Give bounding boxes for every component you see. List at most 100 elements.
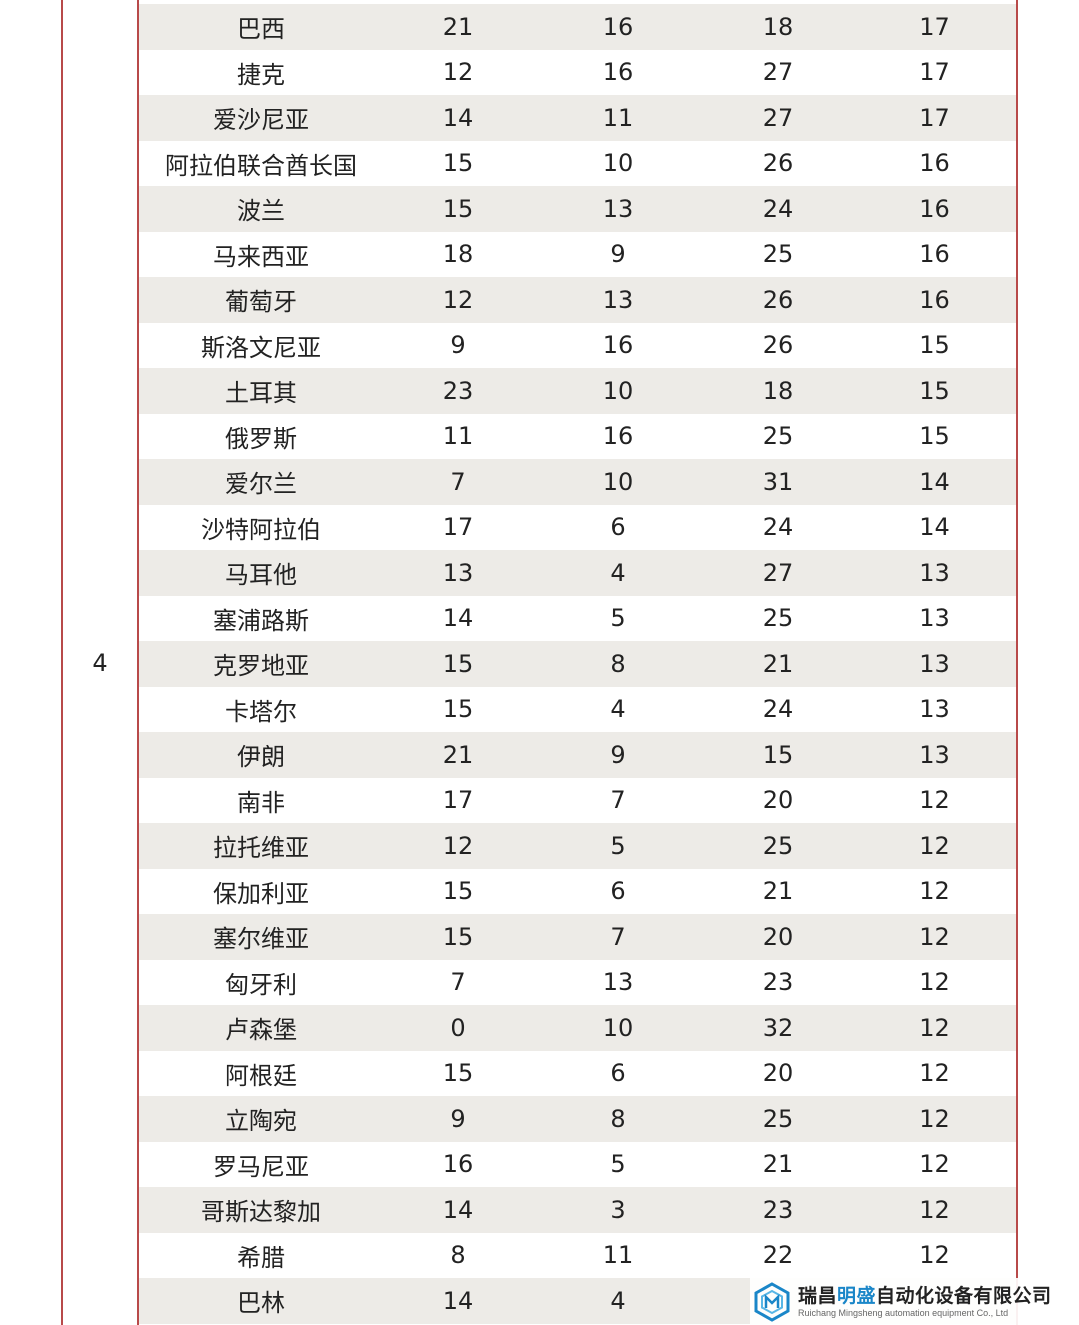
value-cell-1: 14 [442,604,474,633]
value-cell-3: 23 [762,1195,794,1224]
value-cell-4: 15 [919,376,950,405]
group-label: 4 [92,649,108,677]
table-row: 马耳他 13 4 27 13 [139,550,1016,596]
table-row: 波兰 15 13 24 16 [139,186,1016,232]
value-cell-4: 13 [919,695,950,724]
table-row: 保加利亚 15 6 21 12 [139,868,1016,914]
value-cell-4: 12 [919,1150,950,1179]
table-row: 葡萄牙 12 13 26 16 [139,277,1016,323]
country-cell: 克罗地亚 [213,652,309,681]
value-cell-3: 23 [762,968,794,997]
value-cell-3: 27 [762,103,794,132]
country-cell: 哥斯达黎加 [201,1198,321,1227]
value-cell-4: 13 [919,604,950,633]
value-cell-2: 10 [602,467,634,496]
country-cell: 罗马尼亚 [213,1152,309,1181]
value-cell-4: 15 [919,331,950,360]
country-cell: 伊朗 [237,743,285,772]
value-cell-1: 15 [442,877,474,906]
value-cell-3: 21 [762,649,794,678]
value-cell-1: 14 [442,1286,474,1315]
country-cell: 卡塔尔 [225,697,297,726]
table-row: 塞浦路斯 14 5 25 13 [139,595,1016,641]
value-cell-2: 6 [610,877,626,906]
country-cell: 马耳他 [225,561,297,590]
value-cell-2: 9 [610,240,626,269]
value-cell-3: 18 [762,376,794,405]
value-cell-1: 18 [442,240,474,269]
value-cell-3: 20 [762,922,794,951]
table-row: 匈牙利 7 13 23 12 [139,959,1016,1005]
value-cell-4: 16 [919,285,950,314]
value-cell-2: 10 [602,149,634,178]
value-cell-4: 16 [919,240,950,269]
value-cell-1: 7 [450,968,466,997]
country-cell: 葡萄牙 [225,288,297,317]
country-cell: 波兰 [237,197,285,226]
country-cell: 巴林 [237,1289,285,1318]
value-cell-2: 5 [610,831,626,860]
table-row: 斯洛文尼亚 9 16 26 15 [139,322,1016,368]
value-cell-3: 20 [762,1059,794,1088]
country-cell: 俄罗斯 [225,424,297,453]
value-cell-3: 22 [762,1241,794,1270]
value-cell-1: 14 [442,103,474,132]
value-cell-4: 17 [919,103,950,132]
value-cell-3: 25 [762,240,794,269]
value-cell-3: 18 [762,12,794,41]
country-cell: 爱尔兰 [225,470,297,499]
value-cell-2: 16 [602,58,634,87]
value-cell-3: 15 [762,740,794,769]
value-cell-1: 0 [450,1013,466,1042]
country-cell: 拉托维亚 [213,834,309,863]
value-cell-3: 24 [762,513,794,542]
value-cell-1: 14 [442,1195,474,1224]
country-cell: 塞尔维亚 [213,925,309,954]
value-cell-3: 20 [762,786,794,815]
value-cell-2: 3 [610,1195,626,1224]
value-cell-2: 4 [610,558,626,587]
value-cell-1: 15 [442,1059,474,1088]
table-row: 南非 17 7 20 12 [139,777,1016,823]
value-cell-1: 15 [442,649,474,678]
country-cell: 塞浦路斯 [213,606,309,635]
value-cell-2: 11 [602,103,634,132]
value-cell-4: 12 [919,1013,950,1042]
table-row: 罗马尼亚 16 5 21 12 [139,1141,1016,1187]
value-cell-2: 10 [602,1013,634,1042]
value-cell-1: 11 [442,422,474,451]
value-cell-4: 12 [919,1195,950,1224]
value-cell-2: 7 [610,786,626,815]
value-cell-1: 16 [442,1150,474,1179]
value-cell-1: 15 [442,695,474,724]
group-cell: 4 [63,0,139,1325]
value-cell-3: 24 [762,695,794,724]
value-cell-3: 26 [762,285,794,314]
value-cell-4: 12 [919,1241,950,1270]
country-cell: 希腊 [237,1243,285,1272]
value-cell-1: 12 [442,831,474,860]
value-cell-2: 6 [610,513,626,542]
country-cell: 巴西 [237,15,285,44]
country-cell: 爱沙尼亚 [213,106,309,135]
value-cell-3: 27 [762,58,794,87]
value-cell-3: 32 [762,1013,794,1042]
country-cell: 立陶宛 [225,1107,297,1136]
value-cell-1: 8 [450,1241,466,1270]
value-cell-4: 12 [919,1059,950,1088]
table-row: 塞尔维亚 15 7 20 12 [139,914,1016,960]
value-cell-1: 7 [450,467,466,496]
value-cell-3: 25 [762,1104,794,1133]
table-row: 巴西 21 16 18 17 [139,4,1016,50]
value-cell-4: 14 [919,467,950,496]
value-cell-4: 17 [919,58,950,87]
value-cell-2: 16 [602,12,634,41]
value-cell-1: 17 [442,786,474,815]
table-row: 卡塔尔 15 4 24 13 [139,686,1016,732]
table-body: 巴西 21 16 18 17 捷克 12 16 27 17 爱沙尼亚 14 11 27 17 阿拉伯联合酋长国… [139,4,1016,1324]
table-row: 希腊 8 11 22 12 [139,1232,1016,1278]
country-cell: 保加利亚 [213,879,309,908]
value-cell-4: 16 [919,149,950,178]
country-cell: 卢森堡 [225,1016,297,1045]
value-cell-4: 13 [919,558,950,587]
